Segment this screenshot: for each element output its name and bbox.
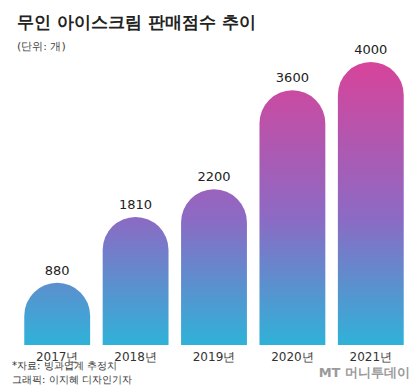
- svg-text:*자료: 빙과업계 추정치: *자료: 빙과업계 추정치: [12, 359, 117, 371]
- svg-text:3600: 3600: [276, 70, 309, 85]
- svg-text:2200: 2200: [197, 169, 230, 184]
- svg-text:1810: 1810: [119, 197, 152, 212]
- svg-text:무인 아이스크림 판매점수 추이: 무인 아이스크림 판매점수 추이: [17, 12, 256, 32]
- svg-text:2020년: 2020년: [271, 350, 314, 364]
- svg-text:880: 880: [45, 263, 70, 278]
- svg-text:2021년: 2021년: [350, 350, 393, 364]
- svg-text:(단위: 개): (단위: 개): [17, 40, 66, 53]
- svg-text:그래픽: 이지혜 디자인기자: 그래픽: 이지혜 디자인기자: [12, 374, 132, 385]
- svg-text:2017년: 2017년: [36, 350, 79, 364]
- svg-text:2018년: 2018년: [114, 350, 157, 364]
- svg-text:4000: 4000: [354, 42, 387, 57]
- svg-text:MT 머니투데이: MT 머니투데이: [319, 365, 410, 380]
- svg-text:2019년: 2019년: [193, 350, 236, 364]
